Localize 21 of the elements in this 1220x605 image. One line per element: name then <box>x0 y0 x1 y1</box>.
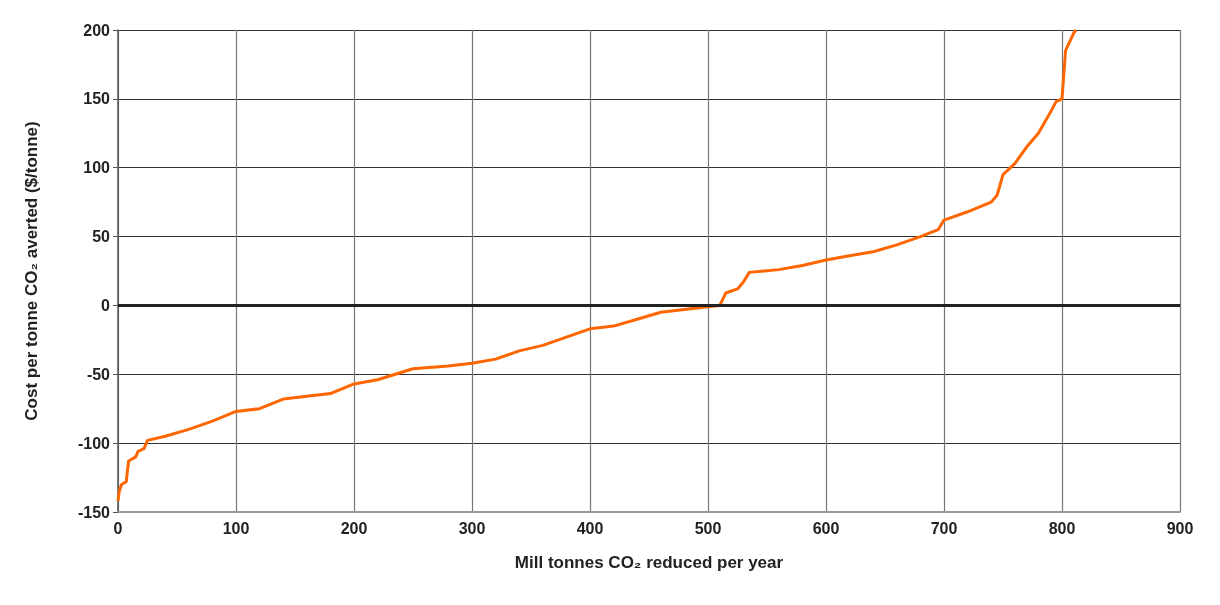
x-tick-label: 700 <box>930 519 958 537</box>
y-axis-title: Cost per tonne CO₂ averted ($/tonne) <box>22 121 41 421</box>
y-tick-label: 150 <box>83 90 111 108</box>
y-tick-label: 50 <box>92 228 111 246</box>
y-tick-label: 200 <box>83 21 111 39</box>
y-tick-label: -50 <box>86 365 111 383</box>
y-tick-label: 100 <box>83 159 111 177</box>
x-tick-label: 200 <box>340 519 368 537</box>
line-series <box>116 28 1078 503</box>
y-tick-label: -100 <box>77 434 111 452</box>
x-tick-label: 800 <box>1048 519 1076 537</box>
x-tick-label: 900 <box>1166 519 1194 537</box>
y-tick-label: -150 <box>77 503 111 521</box>
x-tick-label: 0 <box>113 519 123 537</box>
x-axis-title: Mill tonnes CO₂ reduced per year <box>514 553 784 572</box>
x-tick-label: 300 <box>458 519 486 537</box>
x-tick-label: 400 <box>576 519 604 537</box>
x-tick-label: 600 <box>812 519 840 537</box>
x-tick-label: 100 <box>222 519 250 537</box>
y-tick-label: 0 <box>101 296 111 314</box>
x-tick-label: 500 <box>694 519 722 537</box>
